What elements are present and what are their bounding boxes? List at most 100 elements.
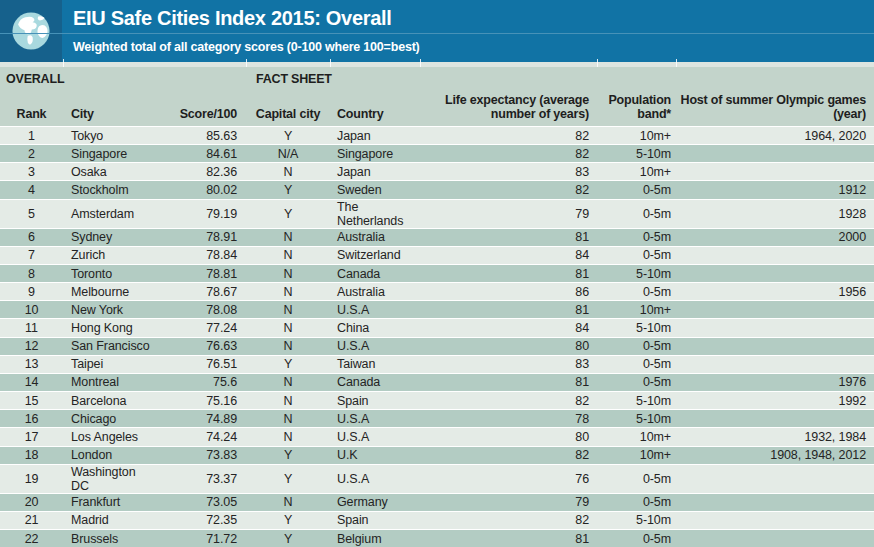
cell-score: 72.35 xyxy=(155,513,246,527)
cell-rank: 14 xyxy=(0,375,63,389)
table-row: 22 Brussels 71.72 Y Belgium 81 0-5m xyxy=(0,529,874,547)
cell-score: 77.24 xyxy=(155,321,246,335)
cell-score: 71.72 xyxy=(155,532,246,546)
cell-population-band: 0-5m xyxy=(597,495,676,509)
cell-rank: 11 xyxy=(0,321,63,335)
table-row: 8 Toronto 78.81 N Canada 81 5-10m xyxy=(0,264,874,282)
cell-score: 85.63 xyxy=(155,129,246,143)
cell-population-band: 5-10m xyxy=(597,321,676,335)
cell-city: Montreal xyxy=(63,375,155,389)
title-block: EIU Safe Cities Index 2015: Overall Weig… xyxy=(62,0,420,62)
cell-city: Washington DC xyxy=(63,465,155,493)
cell-capital-city: N xyxy=(246,267,330,281)
cell-score: 73.05 xyxy=(155,495,246,509)
column-tick xyxy=(246,59,247,67)
cell-country: Japan xyxy=(330,129,420,143)
cell-capital-city: Y xyxy=(246,129,330,143)
cell-city: Sydney xyxy=(63,230,155,244)
cell-rank: 3 xyxy=(0,165,63,179)
cell-score: 82.36 xyxy=(155,165,246,179)
table-row: 13 Taipei 76.51 Y Taiwan 83 0-5m xyxy=(0,355,874,373)
cell-capital-city: Y xyxy=(246,183,330,197)
table-row: 3 Osaka 82.36 N Japan 83 10m+ xyxy=(0,162,874,180)
cell-rank: 8 xyxy=(0,267,63,281)
cell-capital-city: Y xyxy=(246,513,330,527)
cell-city: London xyxy=(63,448,155,462)
cell-country: U.S.A xyxy=(330,303,420,317)
cell-score: 80.02 xyxy=(155,183,246,197)
cell-population-band: 5-10m xyxy=(597,147,676,161)
cell-capital-city: Y xyxy=(246,448,330,462)
cell-life-expectancy: 80 xyxy=(420,339,597,353)
cell-capital-city: N xyxy=(246,248,330,262)
cell-population-band: 0-5m xyxy=(597,248,676,262)
cell-life-expectancy: 81 xyxy=(420,375,597,389)
cell-rank: 9 xyxy=(0,285,63,299)
cell-capital-city: N xyxy=(246,165,330,179)
cell-country: U.S.A xyxy=(330,339,420,353)
table-row: 14 Montreal 75.6 N Canada 81 0-5m 1976 xyxy=(0,373,874,391)
cell-rank: 4 xyxy=(0,183,63,197)
cell-rank: 19 xyxy=(0,472,63,486)
cell-country: Taiwan xyxy=(330,357,420,371)
cell-score: 73.83 xyxy=(155,448,246,462)
cell-country: U.S.A xyxy=(330,412,420,426)
cell-life-expectancy: 82 xyxy=(420,513,597,527)
safe-cities-index-infographic: EIU Safe Cities Index 2015: Overall Weig… xyxy=(0,0,874,547)
table-body: 1 Tokyo 85.63 Y Japan 82 10m+ 1964, 2020… xyxy=(0,126,874,547)
cell-life-expectancy: 82 xyxy=(420,147,597,161)
cell-rank: 20 xyxy=(0,495,63,509)
cell-population-band: 0-5m xyxy=(597,285,676,299)
cell-score: 84.61 xyxy=(155,147,246,161)
cell-city: Frankfurt xyxy=(63,495,155,509)
cell-city: San Francisco xyxy=(63,339,155,353)
cell-olympics-host: 1964, 2020 xyxy=(676,129,874,143)
title-divider xyxy=(0,33,874,34)
section-label-fact-sheet: FACT SHEET xyxy=(256,72,332,86)
cell-olympics-host: 1928 xyxy=(676,207,874,221)
cell-score: 76.51 xyxy=(155,357,246,371)
column-tick xyxy=(597,59,598,67)
column-header-country: Country xyxy=(330,107,420,122)
cell-country: Switzerland xyxy=(330,248,420,262)
cell-rank: 7 xyxy=(0,248,63,262)
table-row: 9 Melbourne 78.67 N Australia 86 0-5m 19… xyxy=(0,282,874,300)
cell-country: Singapore xyxy=(330,147,420,161)
column-tick xyxy=(63,59,64,67)
section-label-overall: OVERALL xyxy=(6,72,64,86)
cell-capital-city: Y xyxy=(246,472,330,486)
cell-score: 78.67 xyxy=(155,285,246,299)
cell-population-band: 0-5m xyxy=(597,230,676,244)
cell-country: Sweden xyxy=(330,183,420,197)
cell-rank: 18 xyxy=(0,448,63,462)
cell-population-band: 0-5m xyxy=(597,375,676,389)
cell-city: Chicago xyxy=(63,412,155,426)
cell-city: Hong Kong xyxy=(63,321,155,335)
cell-capital-city: N xyxy=(246,375,330,389)
cell-life-expectancy: 81 xyxy=(420,230,597,244)
cell-population-band: 10m+ xyxy=(597,129,676,143)
globe-icon xyxy=(6,6,56,56)
cell-population-band: 5-10m xyxy=(597,412,676,426)
cell-country: Spain xyxy=(330,513,420,527)
cell-rank: 17 xyxy=(0,430,63,444)
cell-olympics-host: 1932, 1984 xyxy=(676,430,874,444)
cell-olympics-host: 1908, 1948, 2012 xyxy=(676,448,874,462)
column-tick xyxy=(676,59,677,67)
cell-life-expectancy: 79 xyxy=(420,495,597,509)
cell-score: 79.19 xyxy=(155,207,246,221)
logo-box xyxy=(0,0,62,62)
cell-population-band: 0-5m xyxy=(597,207,676,221)
cell-country: U.S.A xyxy=(330,472,420,486)
cell-rank: 15 xyxy=(0,394,63,408)
cell-rank: 10 xyxy=(0,303,63,317)
cell-country: The Netherlands xyxy=(330,200,420,228)
cell-country: Japan xyxy=(330,165,420,179)
cell-score: 75.16 xyxy=(155,394,246,408)
cell-country: Australia xyxy=(330,285,420,299)
cell-life-expectancy: 83 xyxy=(420,357,597,371)
cell-score: 75.6 xyxy=(155,375,246,389)
cell-population-band: 10m+ xyxy=(597,303,676,317)
cell-life-expectancy: 83 xyxy=(420,165,597,179)
cell-country: Spain xyxy=(330,394,420,408)
